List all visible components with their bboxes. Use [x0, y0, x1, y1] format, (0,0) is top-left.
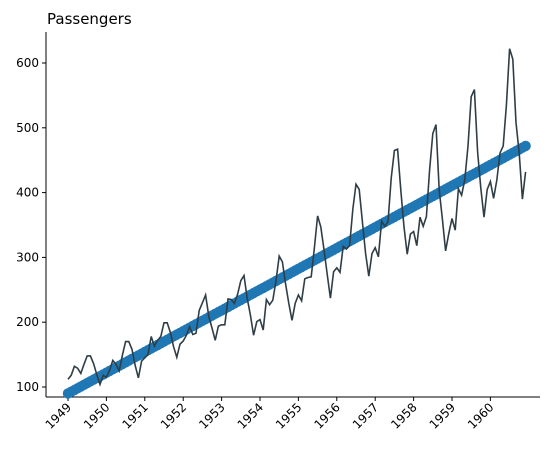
y-tick-label: 200: [16, 315, 39, 329]
x-tick-label: 1950: [81, 400, 112, 431]
x-tick-label: 1955: [273, 400, 304, 431]
x-tick-label: 1952: [158, 400, 189, 431]
observed-series-line: [67, 48, 527, 387]
x-tick-label: 1957: [350, 400, 381, 431]
x-tick-label: 1949: [43, 400, 74, 431]
y-tick-label: 100: [16, 380, 39, 394]
x-tick-label: 1958: [388, 400, 419, 431]
y-tick-label: 500: [16, 121, 39, 135]
x-tick-label: 1951: [119, 400, 150, 431]
y-tick-label: 400: [16, 186, 39, 200]
trend-series: [62, 140, 531, 399]
x-tick-label: 1953: [196, 400, 227, 431]
x-tick-label: 1959: [427, 400, 458, 431]
x-axis-ticks: 1949 1950 1951 1952 1953 1954 1955 1956 1957 1958…: [43, 397, 497, 432]
y-axis-ticks: 100 200 300 400 500 600: [16, 56, 46, 394]
chart-title: Passengers: [47, 10, 132, 28]
y-tick-label: 300: [16, 250, 39, 264]
x-tick-label: 1960: [465, 400, 496, 431]
y-tick-label: 600: [16, 56, 39, 70]
x-tick-label: 1954: [235, 400, 266, 431]
trend-point: [520, 140, 531, 152]
x-tick-label: 1956: [311, 400, 342, 431]
